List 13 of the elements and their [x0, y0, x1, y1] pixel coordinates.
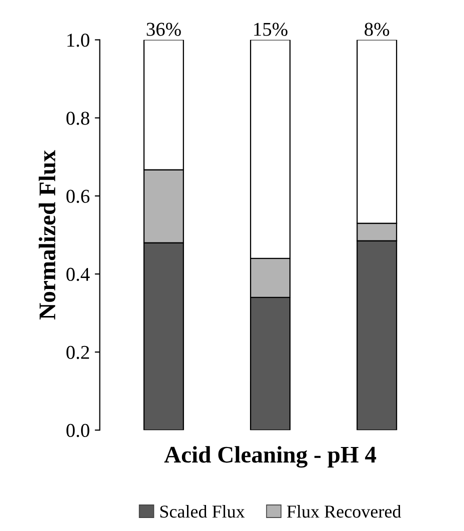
text: 15% [254, 22, 288, 36]
text: 8% [364, 22, 390, 36]
y-tick-label: 0.2 [66, 346, 89, 360]
y-tick-label: 1.0 [67, 34, 90, 47]
legend-label: Flux Recovered [286, 505, 402, 518]
y-axis-title: Normalized Flux [38, 150, 56, 320]
legend-label: Scaled Flux [160, 505, 245, 518]
y-tick-label: 0.6 [66, 190, 90, 203]
y-tick-label: 0.4 [66, 268, 90, 282]
y-tick-label: 0.8 [66, 112, 90, 125]
x-axis-title: Acid Cleaning - pH 4 [164, 446, 376, 468]
y-tick-label: 0.0 [66, 424, 90, 438]
text: 36% [146, 22, 181, 36]
